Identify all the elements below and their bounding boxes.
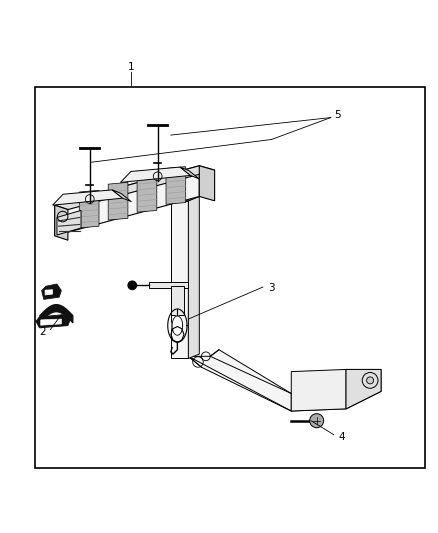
Polygon shape: [346, 369, 381, 409]
Polygon shape: [112, 190, 131, 201]
Polygon shape: [171, 201, 188, 359]
Polygon shape: [149, 282, 188, 288]
Text: 5: 5: [334, 110, 341, 120]
Polygon shape: [188, 197, 199, 359]
Text: 3: 3: [268, 284, 275, 293]
Polygon shape: [55, 166, 199, 236]
Polygon shape: [79, 190, 99, 228]
Polygon shape: [166, 167, 186, 204]
Polygon shape: [137, 174, 157, 212]
Polygon shape: [45, 290, 53, 295]
Polygon shape: [55, 205, 68, 240]
Polygon shape: [36, 314, 70, 328]
Polygon shape: [120, 167, 191, 182]
Bar: [35, 87, 425, 468]
Text: 4: 4: [338, 432, 345, 442]
Polygon shape: [41, 319, 61, 325]
Polygon shape: [291, 391, 381, 411]
Text: 1: 1: [128, 62, 135, 72]
Polygon shape: [171, 197, 199, 201]
Polygon shape: [108, 182, 128, 220]
Polygon shape: [172, 316, 183, 335]
Polygon shape: [180, 167, 199, 179]
Polygon shape: [53, 190, 123, 205]
Polygon shape: [42, 284, 61, 300]
Polygon shape: [188, 350, 291, 411]
Polygon shape: [55, 166, 215, 209]
Polygon shape: [199, 166, 215, 201]
Polygon shape: [171, 286, 184, 314]
Polygon shape: [346, 369, 381, 409]
Circle shape: [128, 281, 137, 290]
Circle shape: [310, 414, 324, 427]
Polygon shape: [57, 211, 81, 235]
Circle shape: [367, 377, 374, 384]
Polygon shape: [291, 369, 346, 411]
Text: 2: 2: [39, 327, 46, 337]
